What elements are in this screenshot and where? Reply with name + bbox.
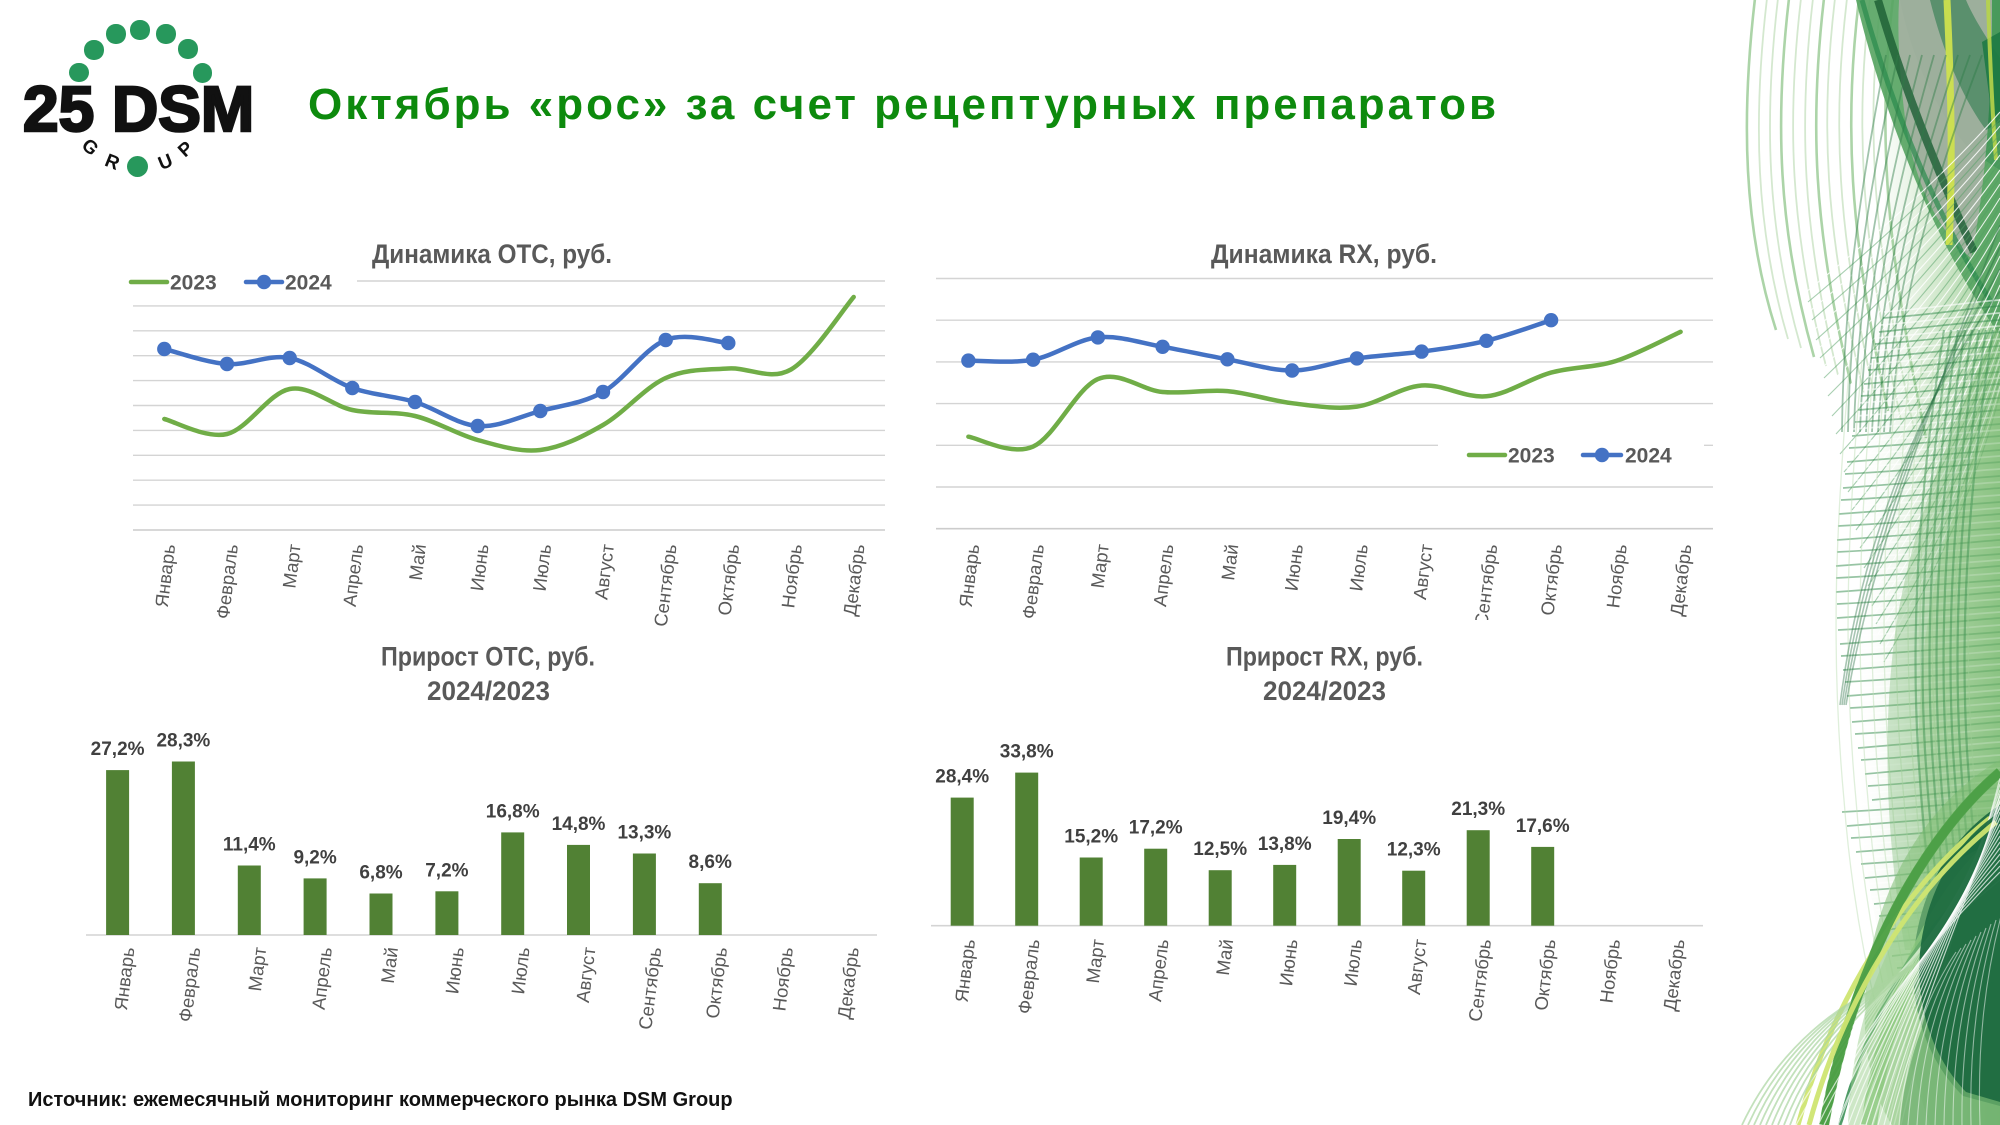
svg-text:Ноябрь: Ноябрь	[777, 543, 806, 609]
svg-text:Июль: Июль	[507, 946, 534, 995]
svg-text:Октябрь: Октябрь	[1530, 938, 1560, 1012]
svg-text:Динамика ОТС, руб.: Динамика ОТС, руб.	[372, 239, 612, 269]
svg-text:Июнь: Июнь	[466, 543, 493, 592]
svg-text:Декабрь: Декабрь	[1659, 938, 1689, 1012]
svg-text:11,4%: 11,4%	[223, 835, 276, 856]
svg-text:Январь: Январь	[151, 543, 180, 609]
svg-text:Апрель: Апрель	[1144, 938, 1172, 1003]
svg-text:Ноябрь: Ноябрь	[1602, 543, 1631, 609]
svg-text:Март: Март	[1087, 542, 1113, 589]
svg-text:13,8%: 13,8%	[1258, 834, 1312, 855]
svg-text:28,3%: 28,3%	[156, 731, 210, 752]
svg-text:Июль: Июль	[529, 543, 556, 592]
svg-text:Май: Май	[1217, 543, 1242, 582]
svg-text:Прирост ОТС, руб.: Прирост ОТС, руб.	[381, 642, 595, 672]
svg-text:Июнь: Июнь	[441, 946, 468, 995]
svg-text:2024/2023: 2024/2023	[427, 676, 550, 706]
svg-text:21,3%: 21,3%	[1451, 799, 1505, 820]
svg-text:Июнь: Июнь	[1280, 543, 1307, 592]
svg-text:Июнь: Июнь	[1275, 938, 1302, 987]
svg-text:Февраль: Февраль	[174, 946, 204, 1023]
svg-text:9,2%: 9,2%	[293, 847, 336, 868]
svg-text:Июль: Июль	[1345, 543, 1372, 592]
svg-text:Август: Август	[590, 542, 618, 600]
svg-text:Январь: Январь	[955, 543, 984, 609]
svg-text:33,8%: 33,8%	[1000, 742, 1054, 763]
svg-text:Март: Март	[244, 945, 270, 992]
svg-text:12,5%: 12,5%	[1193, 839, 1247, 860]
svg-text:Апрель: Апрель	[308, 946, 336, 1011]
svg-text:Ноябрь: Ноябрь	[1596, 938, 1625, 1004]
svg-text:Апрель: Апрель	[1149, 543, 1177, 608]
svg-text:Февраль: Февраль	[1014, 938, 1044, 1015]
svg-text:Август: Август	[1403, 937, 1431, 995]
svg-text:7,2%: 7,2%	[425, 860, 468, 881]
svg-text:Сентябрь: Сентябрь	[1464, 938, 1495, 1023]
svg-text:Октябрь: Октябрь	[1536, 543, 1566, 617]
svg-text:2024/2023: 2024/2023	[1263, 676, 1386, 706]
svg-text:19,4%: 19,4%	[1322, 808, 1376, 829]
svg-text:Октябрь: Октябрь	[702, 946, 732, 1020]
svg-text:Май: Май	[377, 946, 402, 985]
svg-text:2024: 2024	[1625, 445, 1672, 468]
svg-text:Сентябрь: Сентябрь	[1470, 543, 1501, 628]
svg-text:17,2%: 17,2%	[1129, 818, 1183, 839]
svg-text:2023: 2023	[1508, 445, 1555, 468]
svg-text:Динамика RX, руб.: Динамика RX, руб.	[1211, 239, 1437, 269]
svg-text:2024: 2024	[285, 272, 332, 295]
svg-text:6,8%: 6,8%	[359, 863, 402, 884]
svg-text:17,6%: 17,6%	[1516, 816, 1570, 837]
svg-text:Январь: Январь	[951, 938, 980, 1004]
svg-text:Сентябрь: Сентябрь	[634, 946, 665, 1031]
svg-text:28,4%: 28,4%	[935, 767, 989, 788]
svg-text:13,3%: 13,3%	[617, 823, 671, 844]
svg-text:Ноябрь: Ноябрь	[768, 946, 797, 1012]
svg-text:Август: Август	[1409, 542, 1437, 600]
svg-text:Март: Март	[278, 542, 304, 589]
svg-text:15,2%: 15,2%	[1064, 827, 1118, 848]
svg-text:Декабрь: Декабрь	[839, 543, 869, 617]
svg-text:Декабрь: Декабрь	[833, 946, 863, 1020]
svg-text:Май: Май	[1212, 938, 1237, 977]
svg-text:Сентябрь: Сентябрь	[650, 543, 681, 628]
svg-text:Февраль: Февраль	[1018, 543, 1048, 620]
svg-text:Январь: Январь	[110, 946, 139, 1012]
svg-text:16,8%: 16,8%	[486, 801, 540, 822]
svg-text:Февраль: Февраль	[212, 543, 242, 620]
svg-text:12,3%: 12,3%	[1387, 840, 1441, 861]
svg-text:27,2%: 27,2%	[91, 739, 145, 760]
svg-text:Апрель: Апрель	[339, 543, 367, 608]
svg-text:14,8%: 14,8%	[552, 814, 606, 835]
svg-text:2023: 2023	[170, 272, 217, 295]
svg-text:Март: Март	[1082, 937, 1108, 984]
svg-text:Май: Май	[405, 543, 430, 582]
svg-text:8,6%: 8,6%	[689, 852, 732, 873]
svg-text:Прирост RX, руб.: Прирост RX, руб.	[1226, 642, 1423, 672]
svg-text:Июль: Июль	[1340, 938, 1367, 987]
svg-text:Октябрь: Октябрь	[714, 543, 744, 617]
svg-text:Август: Август	[572, 945, 600, 1003]
svg-text:Декабрь: Декабрь	[1666, 543, 1696, 617]
